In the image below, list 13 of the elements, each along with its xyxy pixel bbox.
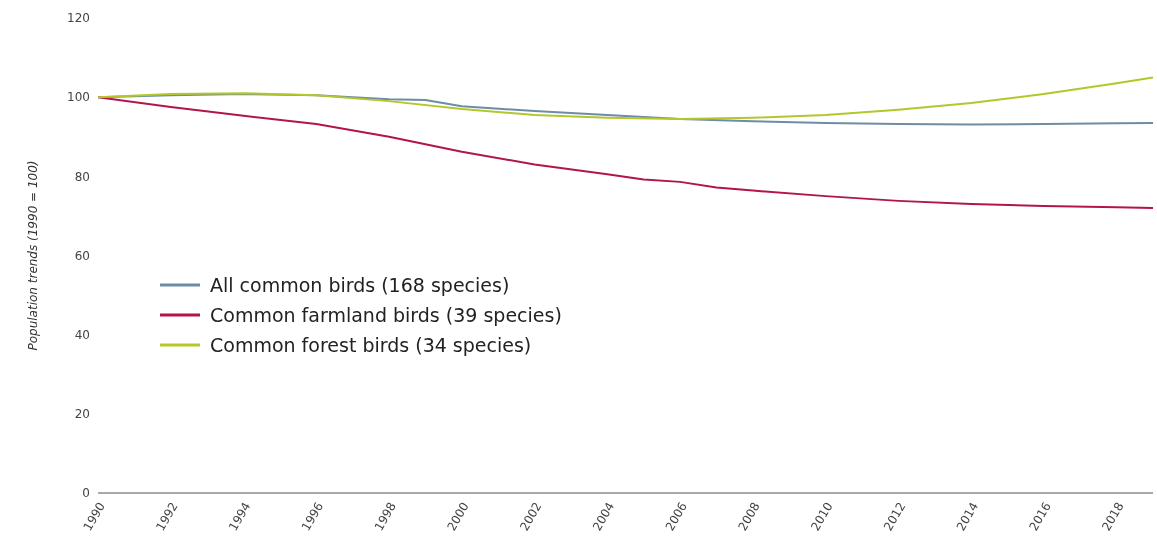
legend-label: Common forest birds (34 species) [210, 334, 532, 356]
y-tick-label: 0 [82, 486, 90, 501]
y-axis-title: Population trends (1990 = 100) [26, 160, 41, 351]
y-tick-label: 120 [67, 11, 90, 26]
legend-label: All common birds (168 species) [210, 274, 510, 296]
y-tick-label: 40 [74, 327, 90, 342]
y-tick-label: 60 [74, 248, 90, 263]
legend-label: Common farmland birds (39 species) [210, 304, 562, 326]
y-tick-label: 20 [74, 407, 90, 422]
y-tick-label: 80 [74, 169, 90, 184]
line-series [98, 96, 1153, 209]
y-tick-label: 100 [67, 90, 90, 105]
line-series [98, 76, 1153, 120]
